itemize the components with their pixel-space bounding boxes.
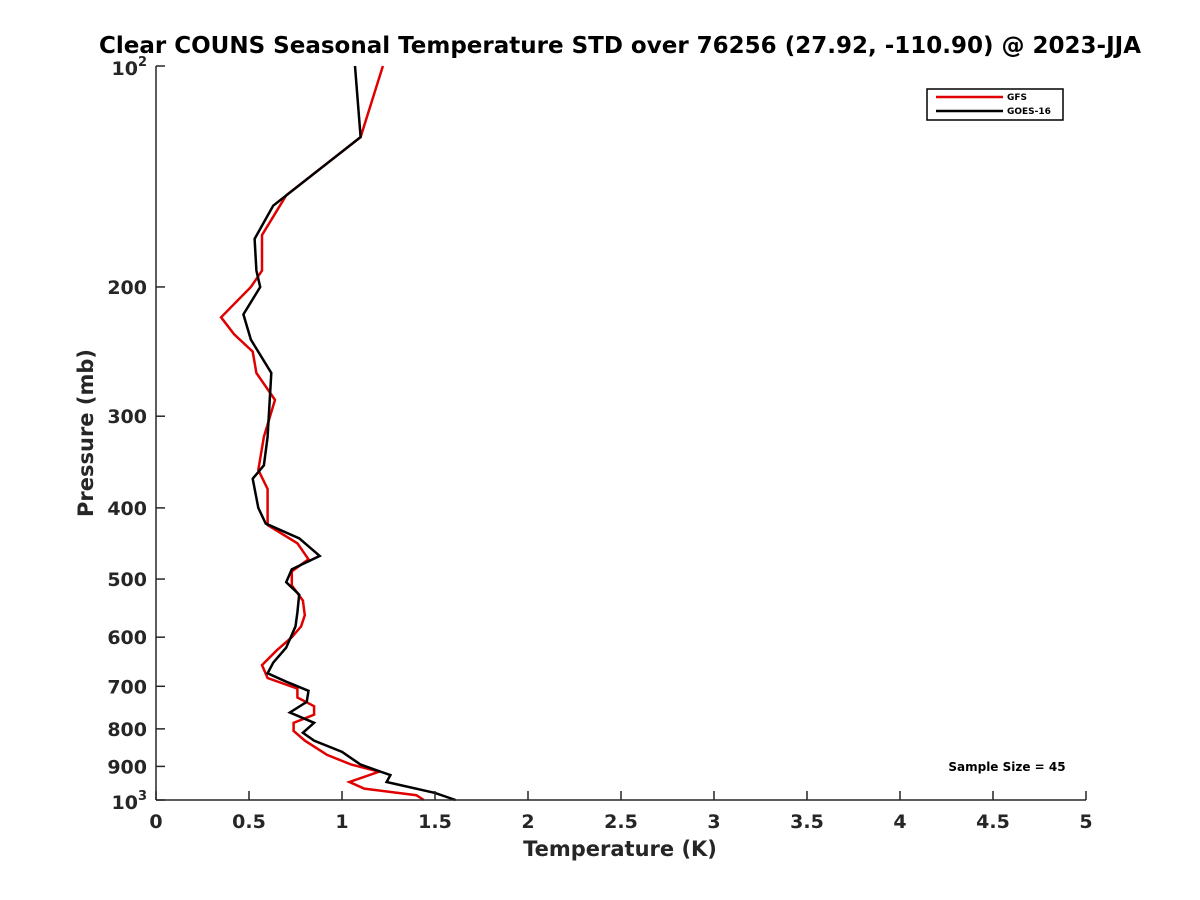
- legend-label-gfs: GFS: [1007, 93, 1027, 103]
- y-tick-label: 300: [107, 406, 147, 428]
- y-tick-label: 700: [107, 676, 147, 698]
- x-tick-label: 2: [521, 811, 534, 833]
- x-tick-label: 2.5: [604, 811, 638, 833]
- y-tick-label: 500: [107, 569, 147, 591]
- legend-box: [926, 88, 1064, 121]
- sample-size-annotation: Sample Size = 45: [948, 760, 1065, 774]
- y-tick-label: 200: [107, 277, 147, 299]
- y-tick-label: 600: [107, 627, 147, 649]
- x-tick-label: 5: [1079, 811, 1092, 833]
- series-line-goes16: [242, 65, 456, 802]
- y-axis-label: Pressure (mb): [74, 349, 98, 517]
- x-tick-label: 1: [335, 811, 348, 833]
- legend: GFS GOES-16: [926, 88, 1064, 121]
- x-tick-label: 4: [893, 811, 906, 833]
- chart-title: Clear COUNS Seasonal Temperature STD ove…: [99, 33, 1141, 59]
- y-limit-label-top: 102: [112, 55, 148, 80]
- legend-label-goes16: GOES-16: [1007, 107, 1051, 117]
- x-tick-label: 0: [149, 811, 162, 833]
- x-tick-label: 0.5: [232, 811, 266, 833]
- x-ticks: 0 0.5 1 1.5 2 2.5 3 3.5 4 4.5 5: [149, 791, 1093, 833]
- x-tick-label: 1.5: [418, 811, 452, 833]
- y-tick-label: 400: [107, 498, 147, 520]
- x-tick-label: 3: [707, 811, 720, 833]
- y-limit-label-bottom: 103: [112, 789, 148, 814]
- y-tick-label: 900: [107, 756, 147, 778]
- x-tick-label: 3.5: [790, 811, 824, 833]
- y-tick-label: 800: [107, 719, 147, 741]
- y-ticks: 200 300 400 500 600 700 800 900: [107, 65, 165, 801]
- x-axis-label: Temperature (K): [523, 837, 717, 861]
- series-layer: [219, 65, 456, 802]
- x-tick-label: 4.5: [976, 811, 1010, 833]
- plot-area: [156, 66, 1086, 800]
- series-line-gfs: [219, 65, 425, 802]
